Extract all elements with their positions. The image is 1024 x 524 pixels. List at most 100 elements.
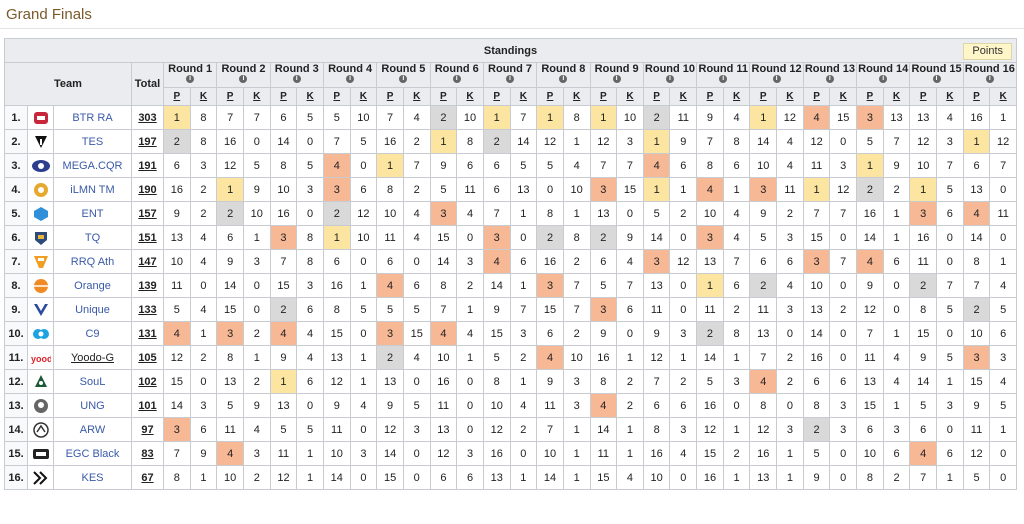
rank-cell: 5. (4, 201, 28, 226)
team-name-link[interactable]: iLMN TM (53, 177, 132, 202)
kills-header[interactable]: K (349, 87, 378, 106)
placement-cell: 10 (642, 465, 671, 490)
placement-header[interactable]: P (642, 87, 671, 106)
team-column-header[interactable]: Team (4, 62, 132, 106)
placement-header[interactable]: P (909, 87, 938, 106)
team-name-link[interactable]: EGC Black (53, 441, 132, 466)
kills-cell: 0 (936, 249, 964, 274)
info-icon[interactable]: i (292, 75, 301, 83)
info-icon[interactable]: i (985, 75, 994, 83)
team-name-link[interactable]: TES (53, 129, 132, 154)
kills-cell: 1 (936, 369, 964, 394)
placement-header[interactable]: P (216, 87, 244, 106)
info-icon[interactable]: i (346, 75, 355, 83)
placement-header[interactable]: P (269, 87, 298, 106)
kills-header[interactable]: K (989, 87, 1017, 106)
team-name-link[interactable]: Orange (53, 273, 132, 298)
kills-cell: 0 (456, 417, 484, 442)
kills-header[interactable]: K (776, 87, 804, 106)
kills-cell: 3 (616, 129, 644, 154)
info-icon[interactable]: i (772, 75, 781, 83)
placement-cell: 4 (909, 441, 938, 466)
info-icon[interactable]: i (825, 75, 834, 83)
placement-cell: 1 (536, 105, 564, 130)
total-points-cell: 131 (131, 321, 164, 346)
placement-header[interactable]: P (962, 87, 991, 106)
team-name-link[interactable]: C9 (53, 321, 132, 346)
info-icon[interactable]: i (559, 75, 568, 83)
placement-header[interactable]: P (749, 87, 778, 106)
team-name-link[interactable]: SouL (53, 369, 132, 394)
team-name-link[interactable]: UNG (53, 393, 132, 418)
info-icon[interactable]: i (879, 75, 888, 83)
round-label: Round 7 (488, 63, 533, 76)
placement-cell: 9 (536, 369, 564, 394)
placement-header[interactable]: P (589, 87, 618, 106)
team-name-link[interactable]: Yoodo-G (53, 345, 132, 370)
placement-header[interactable]: P (163, 87, 191, 106)
team-name-link[interactable]: KES (53, 465, 132, 490)
kills-label: K (359, 91, 368, 102)
kills-header[interactable]: K (722, 87, 751, 106)
info-icon[interactable]: i (612, 75, 621, 83)
placement-label: P (333, 91, 341, 102)
placement-cell: 14 (322, 465, 351, 490)
team-name-link[interactable]: Unique (53, 297, 132, 322)
placement-header[interactable]: P (536, 87, 564, 106)
kills-header[interactable]: K (456, 87, 484, 106)
placement-header[interactable]: P (856, 87, 884, 106)
kills-header[interactable]: K (829, 87, 858, 106)
placement-header[interactable]: P (696, 87, 724, 106)
kills-header[interactable]: K (189, 87, 218, 106)
placement-header[interactable]: P (802, 87, 831, 106)
kills-cell: 0 (936, 417, 964, 442)
placement-header[interactable]: P (322, 87, 351, 106)
total-points-cell: 147 (131, 249, 164, 274)
placement-header[interactable]: P (376, 87, 404, 106)
kills-header[interactable]: K (402, 87, 431, 106)
kills-cell: 8 (722, 129, 751, 154)
info-icon[interactable]: i (239, 75, 248, 83)
team-name-link[interactable]: RRQ Ath (53, 249, 132, 274)
info-icon[interactable]: i (665, 75, 674, 83)
placement-header[interactable]: P (482, 87, 511, 106)
points-toggle-button[interactable]: Points (963, 43, 1012, 60)
team-name-link[interactable]: ARW (53, 417, 132, 442)
placement-cell: 16 (856, 201, 884, 226)
placement-header[interactable]: P (429, 87, 458, 106)
placement-cell: 4 (962, 201, 991, 226)
standings-row: 12. SouL 102 15 0 13 2 1 6 12 1 13 0 16 0 8 1 9 3 8 2 7 2 5 3 4 2 6… (4, 369, 1017, 394)
placement-cell: 6 (269, 105, 298, 130)
info-icon[interactable]: i (719, 75, 728, 83)
info-icon[interactable]: i (452, 75, 461, 83)
kills-header[interactable]: K (296, 87, 324, 106)
kills-cell: 5 (989, 297, 1017, 322)
info-icon[interactable]: i (932, 75, 941, 83)
team-name-link[interactable]: MEGA.CQR (53, 153, 132, 178)
placement-cell: 2 (269, 297, 298, 322)
team-name-link[interactable]: ENT (53, 201, 132, 226)
total-column-header[interactable]: Total (131, 62, 164, 106)
kills-header[interactable]: K (562, 87, 591, 106)
team-name-link[interactable]: TQ (53, 225, 132, 250)
placement-cell: 1 (642, 177, 671, 202)
placement-cell: 12 (269, 465, 298, 490)
placement-cell: 9 (642, 321, 671, 346)
placement-cell: 5 (376, 297, 404, 322)
kills-cell: 7 (829, 249, 858, 274)
kills-header[interactable]: K (882, 87, 911, 106)
info-icon[interactable]: i (506, 75, 515, 83)
team-name-link[interactable]: BTR RA (53, 105, 132, 130)
placement-cell: 8 (376, 177, 404, 202)
tq-logo (31, 230, 51, 246)
kills-header[interactable]: K (242, 87, 271, 106)
c9-logo (31, 326, 51, 342)
kills-header[interactable]: K (509, 87, 538, 106)
kills-header[interactable]: K (616, 87, 644, 106)
info-icon[interactable]: i (186, 75, 195, 83)
kills-header[interactable]: K (936, 87, 964, 106)
kills-header[interactable]: K (669, 87, 698, 106)
info-icon[interactable]: i (399, 75, 408, 83)
